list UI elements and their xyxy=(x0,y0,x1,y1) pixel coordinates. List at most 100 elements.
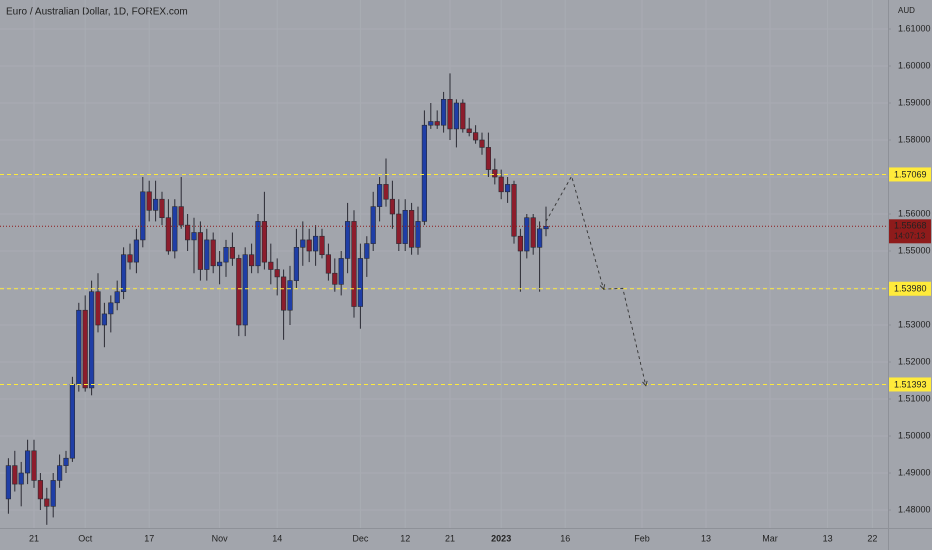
candle-body xyxy=(300,239,306,248)
candle-body xyxy=(268,261,274,270)
level-label: 1.53980 xyxy=(894,284,927,294)
candle-body xyxy=(312,235,319,252)
candle-body xyxy=(108,302,114,315)
candle-body xyxy=(421,124,428,222)
x-tick-label: 21 xyxy=(29,533,39,543)
candle-body xyxy=(133,239,140,263)
y-tick-label: 1.52000 xyxy=(898,356,931,366)
candle-body xyxy=(159,198,165,219)
candle-body xyxy=(146,191,152,211)
x-tick-label: 13 xyxy=(823,533,833,543)
candle-body xyxy=(44,498,50,507)
x-tick-label: 17 xyxy=(144,533,154,543)
candle-body xyxy=(229,247,236,259)
x-tick-label: Mar xyxy=(762,533,778,543)
candle-body xyxy=(351,221,357,307)
candle-body xyxy=(63,457,69,466)
x-tick-label: 12 xyxy=(400,533,410,543)
candle-body xyxy=(191,232,197,241)
x-tick-label: Oct xyxy=(78,533,93,543)
candle-body xyxy=(69,383,75,459)
candle-body xyxy=(460,102,466,130)
x-tick-label: 2023 xyxy=(491,533,511,543)
candle-body xyxy=(511,184,517,237)
candle-body xyxy=(504,184,511,193)
candle-body xyxy=(242,254,248,326)
candle-body xyxy=(485,147,492,170)
candle-body xyxy=(255,221,261,267)
x-tick-label: Nov xyxy=(212,533,229,543)
candle-body xyxy=(453,102,460,130)
candle-body xyxy=(5,465,11,500)
candle-body xyxy=(178,206,184,226)
candle-body xyxy=(50,480,56,507)
x-tick-label: 14 xyxy=(272,533,282,543)
candle-body xyxy=(344,221,351,259)
candle-body xyxy=(466,128,472,133)
candle-body xyxy=(223,247,229,263)
candle-body xyxy=(76,309,82,385)
level-label: 1.51393 xyxy=(894,379,927,389)
y-tick-label: 1.61000 xyxy=(898,23,931,33)
y-tick-label: 1.48000 xyxy=(898,504,931,514)
candle-body xyxy=(121,254,127,293)
candle-body xyxy=(261,221,268,263)
candle-body xyxy=(332,272,338,285)
projection-arrowhead xyxy=(642,380,648,387)
candle-body xyxy=(383,184,389,200)
candle-body xyxy=(127,254,133,263)
candle-body xyxy=(274,269,280,278)
level-label: 1.57069 xyxy=(894,169,927,179)
y-tick-label: 1.59000 xyxy=(898,97,931,107)
x-tick-label: 22 xyxy=(867,533,877,543)
y-tick-label: 1.58000 xyxy=(898,134,931,144)
candle-body xyxy=(172,206,178,252)
chart-title: Euro / Australian Dollar, 1D, FOREX.com xyxy=(6,7,188,18)
level-label-box xyxy=(889,281,931,296)
candle-body xyxy=(165,217,172,252)
candle-body xyxy=(12,465,18,485)
candle-body xyxy=(396,213,402,244)
candle-body xyxy=(389,198,396,215)
candle-body xyxy=(325,254,332,274)
y-tick-label: 1.49000 xyxy=(898,467,931,477)
candle-body xyxy=(357,258,364,307)
last-price-box xyxy=(889,219,931,244)
candle-body xyxy=(306,239,312,252)
candle-body xyxy=(440,99,447,126)
candle-body xyxy=(287,280,293,311)
candle-body xyxy=(31,450,37,481)
candle-body xyxy=(82,309,88,389)
x-tick-label: 16 xyxy=(560,533,570,543)
candle-body xyxy=(101,313,107,326)
y-tick-label: 1.55000 xyxy=(898,245,931,255)
candle-body xyxy=(364,243,370,259)
projection-arrowhead xyxy=(599,284,606,291)
candle-body xyxy=(338,258,344,285)
candle-body xyxy=(249,254,255,267)
candle-body xyxy=(428,121,434,126)
candle-body xyxy=(524,217,530,252)
last-price-label: 1.55668 xyxy=(894,221,927,231)
y-tick-label: 1.56000 xyxy=(898,208,931,218)
candle-body xyxy=(236,258,242,326)
candle-body xyxy=(319,235,325,256)
level-label-box xyxy=(889,167,931,182)
candle-body xyxy=(472,132,479,141)
candle-body xyxy=(204,239,210,270)
candle-body xyxy=(37,480,43,500)
candle-body xyxy=(447,99,453,130)
y-tick-label: 1.50000 xyxy=(898,430,931,440)
candle-body xyxy=(18,472,24,485)
y-tick-label: 1.51000 xyxy=(898,393,931,403)
candle-body xyxy=(498,176,504,193)
candle-body xyxy=(89,291,95,389)
candle-body xyxy=(95,291,101,326)
candle-body xyxy=(140,191,146,241)
candle-body xyxy=(210,239,216,267)
candle-body xyxy=(293,247,300,281)
candle-body xyxy=(370,206,376,244)
y-tick-label: 1.53000 xyxy=(898,319,931,329)
candle-body xyxy=(185,224,191,241)
